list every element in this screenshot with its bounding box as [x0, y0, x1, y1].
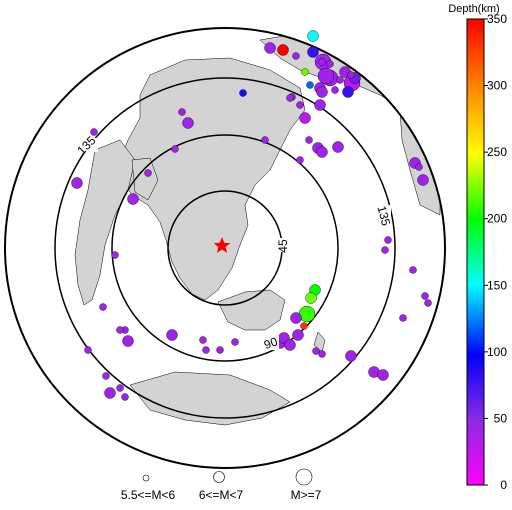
earthquake-event — [292, 52, 300, 60]
colorbar-tick-label: 200 — [487, 212, 507, 226]
magnitude-legend: 5.5<=M<6 6<=M<7 M>=7 — [121, 468, 322, 502]
earthquake-event — [316, 86, 328, 98]
earthquake-event — [409, 266, 417, 274]
earthquake-event — [384, 236, 392, 244]
earthquake-event — [202, 346, 210, 354]
ring-label-135-right: 135 — [374, 204, 393, 227]
earthquake-event — [399, 314, 407, 322]
colorbar-tick-label: 50 — [494, 411, 508, 425]
earthquake-event — [216, 346, 224, 354]
colorbar-ticks: 350 300 250 200 150 100 50 0 — [484, 12, 507, 492]
earthquake-event — [318, 350, 326, 358]
earthquake-event — [316, 146, 328, 158]
earthquake-event — [318, 58, 326, 66]
earthquake-event — [326, 60, 334, 68]
earthquake-event — [102, 372, 110, 380]
ring-labels: 45 90 135 135 — [74, 133, 393, 352]
earthquake-event — [342, 86, 354, 98]
earthquake-event — [84, 346, 92, 354]
earthquake-event — [381, 246, 389, 254]
earthquake-event — [127, 193, 139, 205]
earthquake-event — [264, 42, 276, 54]
earthquake-event — [332, 141, 344, 153]
colorbar-gradient — [466, 18, 485, 486]
earthquake-event — [166, 329, 178, 341]
earthquake-event — [239, 89, 247, 97]
colorbar-tick-label: 100 — [487, 345, 507, 359]
earthquake-event — [111, 251, 119, 259]
earthquake-event — [312, 347, 320, 355]
earthquake-event — [317, 67, 335, 85]
earthquake-event — [99, 303, 107, 311]
distance-rings — [54, 77, 396, 419]
earthquake-event — [290, 312, 302, 324]
earthquake-event — [116, 326, 124, 334]
earthquake-events — [71, 30, 432, 401]
colorbar-tick-label: 250 — [487, 145, 507, 159]
earthquake-event — [345, 350, 357, 362]
earthquake-event — [307, 46, 319, 58]
earthquake-event — [122, 335, 134, 347]
colorbar-title: Depth(km) — [448, 3, 499, 15]
ring-label-45: 45 — [276, 239, 290, 253]
earthquake-event — [261, 136, 269, 144]
earthquake-event — [116, 384, 124, 392]
earthquake-event — [90, 128, 98, 136]
ring-135 — [54, 77, 396, 419]
earthquake-event — [144, 169, 152, 177]
earthquake-event — [377, 369, 389, 381]
colorbar-tick-label: 150 — [487, 278, 507, 292]
earthquake-event — [286, 94, 294, 102]
earthquake-event — [300, 322, 308, 330]
land-australia — [217, 289, 286, 331]
earthquake-event — [306, 81, 314, 89]
earthquake-event — [347, 71, 355, 79]
earthquake-event — [182, 117, 194, 129]
legend-symbol-medium — [213, 471, 225, 483]
earthquake-event — [415, 163, 423, 171]
earthquake-event — [178, 108, 186, 116]
legend-symbol-small — [142, 474, 150, 482]
earthquake-event — [104, 387, 116, 399]
ring-90 — [111, 134, 339, 362]
colorbar-tick-label: 350 — [487, 12, 507, 26]
earthquake-event — [331, 86, 339, 94]
earthquake-event — [284, 339, 296, 351]
epicenter-star — [213, 237, 231, 253]
earthquake-event — [301, 68, 309, 76]
earthquake-event — [305, 292, 317, 304]
earthquake-event — [421, 292, 429, 300]
earthquake-event — [296, 101, 304, 109]
earthquake-event — [307, 30, 319, 42]
earthquake-event — [314, 99, 326, 111]
ring-label-90: 90 — [262, 334, 280, 352]
legend-symbol-large — [295, 468, 313, 486]
globe-outline — [4, 27, 446, 469]
earthquake-event — [277, 44, 289, 56]
earthquake-event — [121, 393, 129, 401]
earthquake-event — [171, 145, 179, 153]
earthquake-event — [292, 329, 304, 341]
earthquake-event — [296, 156, 304, 164]
legend-label-medium: 6<=M<7 — [199, 488, 244, 502]
earthquake-event — [299, 112, 311, 124]
colorbar-tick-label: 300 — [487, 79, 507, 93]
earthquake-event — [199, 336, 207, 344]
legend-label-small: 5.5<=M<6 — [121, 488, 176, 502]
earthquake-event — [231, 338, 239, 346]
colorbar-tick-label: 0 — [500, 478, 507, 492]
legend-label-large: M>=7 — [291, 488, 322, 502]
land-arabia — [131, 157, 159, 201]
depth-colorbar: Depth(km) 350 300 250 200 150 100 50 0 — [448, 3, 507, 492]
earthquake-event — [336, 76, 344, 84]
earthquake-event — [71, 177, 83, 189]
earthquake-event — [424, 299, 432, 307]
earthquake-event — [417, 174, 429, 186]
earthquake-event — [305, 136, 313, 144]
